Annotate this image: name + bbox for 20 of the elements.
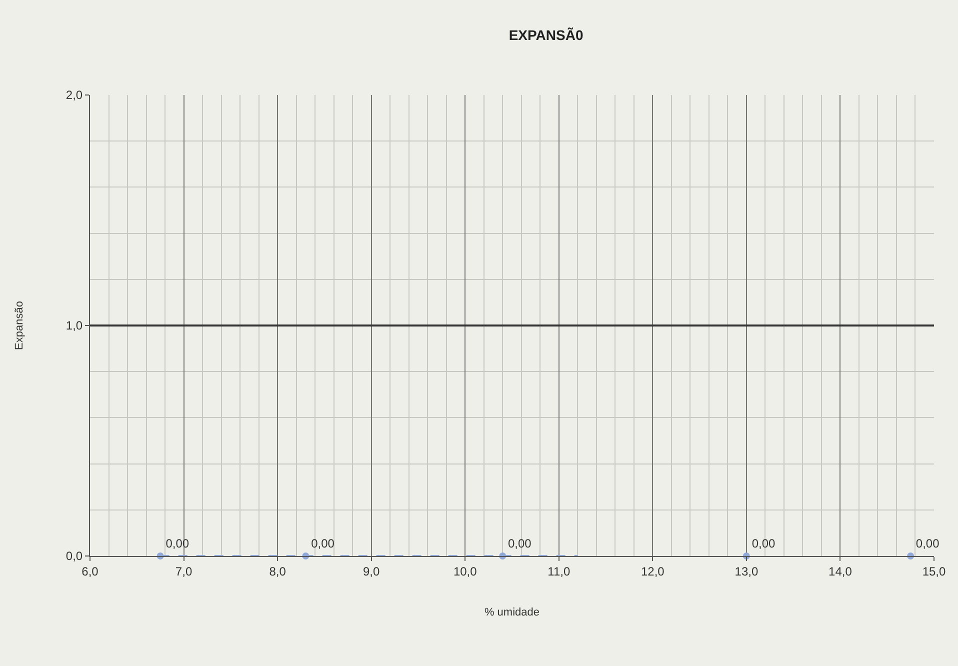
x-tick-label: 11,0 <box>548 564 570 578</box>
x-tick-label: 14,0 <box>828 564 852 578</box>
data-label: 0,00 <box>752 536 776 551</box>
data-label: 0,00 <box>508 536 532 551</box>
x-tick-label: 12,0 <box>640 564 665 578</box>
x-axis-title: % umidade <box>484 606 540 619</box>
x-tick-label: 15,0 <box>922 564 946 578</box>
data-label: 0,00 <box>311 536 335 551</box>
x-tick-label: 7,0 <box>175 564 192 578</box>
x-tick-label: 10,0 <box>453 564 478 578</box>
x-tick-label: 8,0 <box>269 564 286 578</box>
y-tick-label: 1,0 <box>66 318 83 333</box>
y-tick-label: 0,0 <box>66 549 83 564</box>
x-tick-label: 13,0 <box>734 564 758 578</box>
data-label: 0,00 <box>916 536 940 551</box>
y-axis-title: Expansão <box>14 301 26 350</box>
y-tick-label: 2,0 <box>66 88 83 102</box>
x-tick-label: 6,0 <box>82 564 99 578</box>
chart-title: EXPANSÃ0 <box>508 26 584 43</box>
x-tick-label: 9,0 <box>362 564 380 578</box>
